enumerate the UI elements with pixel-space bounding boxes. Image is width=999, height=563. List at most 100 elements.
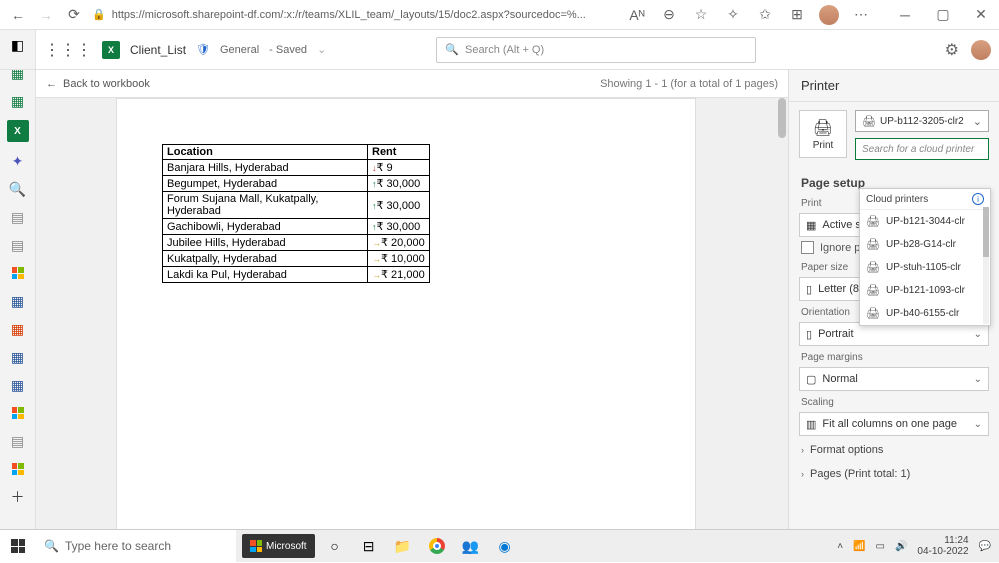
rail-item-2[interactable]: ▤: [9, 236, 27, 254]
cell-rent: →₹ 10,000: [368, 251, 430, 267]
edge-icon[interactable]: ◉: [491, 532, 519, 560]
cortana-icon[interactable]: ○: [321, 532, 349, 560]
rail-word-icon[interactable]: ▦: [9, 292, 27, 310]
refresh-icon[interactable]: ⟳: [64, 5, 84, 25]
rail-office-icon[interactable]: ▦: [9, 320, 27, 338]
table-row: Forum Sujana Mall, Kukatpally, Hyderabad…: [163, 192, 430, 219]
printer-small-icon: 🖨: [866, 215, 880, 228]
table-row: Begumpet, Hyderabad ↑₹ 30,000: [163, 176, 430, 192]
dropdown-scrollbar[interactable]: [983, 207, 989, 324]
search-rail-icon[interactable]: 🔍: [9, 180, 27, 198]
profile-avatar[interactable]: [819, 5, 839, 25]
taskbar-search[interactable]: 🔍 Type here to search: [36, 530, 236, 563]
zoom-icon[interactable]: ⊖: [659, 5, 679, 25]
app-launcher-icon[interactable]: ⋮⋮⋮: [44, 40, 92, 60]
back-chevron-icon: ←: [46, 78, 57, 90]
margins-value: Normal: [822, 373, 857, 385]
edge-sidebar: ◧ ▦ ▦ X ✦ 🔍 ▤ ▤ ▦ ▦ ▦ ▦ ▤ ＋: [0, 30, 36, 529]
trend-rt-icon: →: [372, 254, 381, 264]
close-icon[interactable]: ✕: [971, 5, 991, 25]
print-button[interactable]: 🖨 Print: [799, 110, 847, 158]
rail-item-1[interactable]: ▤: [9, 208, 27, 226]
cloud-printer-option[interactable]: 🖨UP-b121-1093-clr: [860, 279, 990, 302]
rail-item-3[interactable]: [9, 264, 27, 282]
printer-option-label: UP-b121-3044-clr: [886, 216, 965, 227]
tray-chevron-icon[interactable]: ˄: [837, 541, 843, 552]
cloud-printer-option[interactable]: 🖨 UP-b121-3044-clr: [860, 210, 990, 233]
page-count-label: Showing 1 - 1 (for a total of 1 pages): [600, 78, 778, 90]
excel-app-icon-2[interactable]: ▦: [9, 92, 27, 110]
page-icon: ▯: [806, 283, 812, 296]
teams-icon[interactable]: ✦: [9, 152, 27, 170]
rail-ms-icon-2[interactable]: [9, 460, 27, 478]
start-button[interactable]: [0, 530, 36, 563]
back-arrow-icon[interactable]: ←: [8, 5, 28, 25]
wifi-icon[interactable]: 📶: [853, 541, 865, 552]
printer-select[interactable]: 🖨 UP-b112-3205-clr2 ⌄: [855, 110, 989, 132]
extensions-icon[interactable]: ✧: [723, 5, 743, 25]
back-to-workbook-button[interactable]: ← Back to workbook: [46, 78, 150, 90]
settings-gear-icon[interactable]: ⚙: [945, 40, 959, 60]
collections-icon[interactable]: ⊞: [787, 5, 807, 25]
excel-doc-icon: X: [102, 41, 120, 59]
microsoft-button[interactable]: Microsoft: [242, 534, 315, 558]
sensitivity-shield-icon[interactable]: 🛡: [196, 43, 210, 56]
margins-select[interactable]: ▢ Normal ⌄: [799, 367, 989, 391]
rail-word-icon-2[interactable]: ▦: [9, 348, 27, 366]
printer-option-label: UP-b40-6155-clr: [886, 308, 959, 319]
cell-location: Begumpet, Hyderabad: [163, 176, 368, 192]
volume-icon[interactable]: 🔊: [895, 541, 907, 552]
cloud-printer-search[interactable]: Search for a cloud printer: [855, 138, 989, 160]
favorites-bar-icon[interactable]: ✩: [755, 5, 775, 25]
search-placeholder-text: Search for a cloud printer: [862, 144, 974, 155]
cloud-printer-option[interactable]: 🖨 UP-b40-6155-clr: [860, 302, 990, 325]
chevron-down-icon: ⌄: [974, 374, 982, 385]
clock[interactable]: 11:24 04-10-2022: [917, 535, 968, 557]
format-options-expander[interactable]: › Format options: [789, 438, 999, 462]
cloud-printers-title: Cloud printers: [866, 194, 928, 205]
header-location: Location: [163, 145, 368, 160]
task-view-icon[interactable]: ⊟: [355, 532, 383, 560]
cell-location: Kukatpally, Hyderabad: [163, 251, 368, 267]
search-icon: 🔍: [445, 43, 459, 56]
tell-me-search[interactable]: 🔍 Search (Alt + Q): [436, 37, 756, 63]
more-icon[interactable]: ⋯: [851, 5, 871, 25]
cloud-printer-option[interactable]: 🖨UP-b28-G14-clr: [860, 233, 990, 256]
time-text: 11:24: [917, 535, 968, 546]
rail-item-gray[interactable]: ▤: [9, 432, 27, 450]
checkbox-icon: [801, 241, 814, 254]
printer-small-icon: 🖨: [866, 284, 880, 297]
forward-arrow-icon[interactable]: →: [36, 5, 56, 25]
notifications-icon[interactable]: 💬: [979, 541, 991, 552]
file-explorer-icon[interactable]: 📁: [389, 532, 417, 560]
trend-up-icon: ↑: [372, 201, 377, 211]
rail-ms-icon[interactable]: [9, 404, 27, 422]
header-rent: Rent: [368, 145, 430, 160]
rail-add-icon[interactable]: ＋: [9, 488, 27, 506]
printer-small-icon: 🖨: [866, 307, 880, 320]
cell-rent: ↑₹ 30,000: [368, 192, 430, 219]
user-avatar[interactable]: [971, 40, 991, 60]
maximize-icon[interactable]: ▢: [933, 5, 953, 25]
title-dropdown-icon[interactable]: ⌄: [317, 43, 326, 56]
rail-word-icon-3[interactable]: ▦: [9, 376, 27, 394]
scaling-select[interactable]: ▥ Fit all columns on one page ⌄: [799, 412, 989, 436]
canvas-scrollbar[interactable]: [776, 98, 788, 529]
excel-active-icon[interactable]: X: [7, 120, 29, 142]
read-aloud-icon[interactable]: Aᴺ: [627, 5, 647, 25]
minimize-icon[interactable]: ─: [895, 5, 915, 25]
teams-taskbar-icon[interactable]: 👥: [457, 532, 485, 560]
document-title[interactable]: Client_List: [130, 43, 186, 57]
info-icon[interactable]: i: [972, 193, 984, 205]
scrollbar-thumb[interactable]: [778, 98, 786, 138]
pages-expander[interactable]: › Pages (Print total: 1): [789, 462, 999, 486]
browser-toolbar: ← → ⟳ 🔒 https://microsoft.sharepoint-df.…: [0, 0, 999, 30]
address-bar[interactable]: 🔒 https://microsoft.sharepoint-df.com/:x…: [92, 8, 612, 21]
chevron-down-icon: ⌄: [973, 115, 982, 128]
printer-icon: 🖨: [813, 118, 833, 138]
chrome-icon[interactable]: [423, 532, 451, 560]
sensitivity-label[interactable]: General: [220, 44, 259, 56]
favorite-icon[interactable]: ☆: [691, 5, 711, 25]
cloud-printer-option[interactable]: 🖨UP-stuh-1105-clr: [860, 256, 990, 279]
battery-icon[interactable]: ▭: [875, 541, 884, 552]
